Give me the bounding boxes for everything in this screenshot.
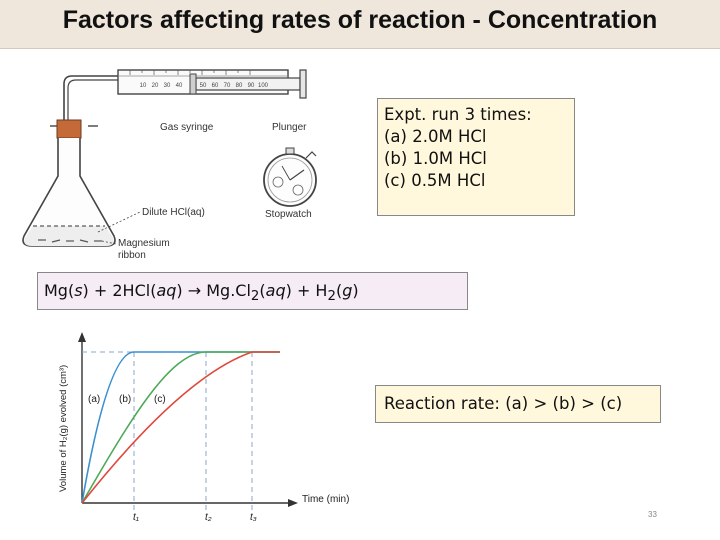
gas-syringe-label: Gas syringe [160, 122, 214, 133]
x-axis-arrowhead [288, 499, 298, 507]
experiment-info-box: Expt. run 3 times: (a) 2.0M HCl (b) 1.0M… [377, 98, 575, 216]
scale-100: 100 [258, 83, 269, 89]
scale-60: 60 [212, 83, 219, 89]
stopwatch-label: Stopwatch [265, 209, 312, 220]
scale-20: 20 [152, 83, 159, 89]
eq-state-solid: s [74, 281, 83, 300]
y-axis-label: Volume of H₂(g) evolved (cm³) [58, 365, 69, 492]
eq-part12: ) [352, 281, 359, 300]
info-line-1: Expt. run 3 times: [384, 105, 532, 124]
curve-c [81, 351, 280, 504]
curve-label-c: (c) [154, 394, 166, 405]
curve-b [81, 351, 280, 504]
delivery-tube [63, 75, 118, 122]
eq-sub2: 2 [327, 289, 336, 305]
plunger-label: Plunger [272, 122, 307, 133]
info-line-3: (b) 1.0M HCl [384, 149, 487, 168]
scale-10: 10 [140, 83, 147, 89]
slide-number: 33 [648, 510, 657, 519]
scale-70: 70 [224, 83, 231, 89]
eq-state-aq2: aq [265, 281, 286, 300]
curve-label-a: (a) [88, 394, 100, 405]
equation-box: Mg(s) + 2HCl(aq) → Mg.Cl2(aq) + H2(g) [37, 272, 468, 310]
eq-part1: Mg( [44, 281, 75, 300]
stopwatch-icon [263, 147, 317, 207]
time-label-t3: t₃ [250, 512, 257, 523]
scale-50: 50 [200, 83, 207, 89]
slide-title: Factors affecting rates of reaction - Co… [62, 6, 658, 34]
curve-a [81, 351, 280, 504]
acid-label: Dilute HCl(aq) [142, 207, 205, 218]
info-line-2: (a) 2.0M HCl [384, 127, 487, 146]
scale-30: 30 [164, 83, 171, 89]
info-line-4: (c) 0.5M HCl [384, 171, 486, 190]
eq-part10: ( [335, 281, 343, 300]
eq-part7: ( [259, 281, 266, 300]
eq-part3: ) + 2HCl( [82, 281, 157, 300]
y-axis-arrowhead [78, 332, 86, 342]
time-label-t1: t₁ [133, 512, 139, 523]
plunger-handle [299, 69, 307, 99]
curve-label-b: (b) [119, 394, 131, 405]
scale-80: 80 [236, 83, 243, 89]
scale-90: 90 [248, 83, 255, 89]
time-label-t2: t₂ [205, 512, 212, 523]
eq-sub1: 2 [250, 289, 260, 305]
title-bar: Factors affecting rates of reaction - Co… [0, 0, 720, 49]
eq-part6: Mg.Cl [201, 281, 251, 300]
acid-liquid [24, 226, 114, 246]
eq-state-aq1: aq [156, 281, 177, 300]
arrow-icon: → [187, 281, 202, 300]
eq-state-gas: g [342, 281, 353, 300]
dashed-guides [82, 351, 253, 511]
magnesium-ribbon [38, 239, 102, 243]
eq-part5: ) [176, 281, 183, 300]
delivery-tube-inner [67, 79, 118, 122]
reaction-rate-box: Reaction rate: (a) > (b) > (c) [375, 385, 661, 423]
eq-part9: ) + H [285, 281, 328, 300]
scale-40: 40 [176, 83, 183, 89]
ribbon-label-line2: ribbon [118, 250, 146, 261]
syringe-scale-ticks [129, 70, 251, 75]
x-axis-label: Time (min) [302, 494, 349, 505]
ribbon-label-line1: Magnesium [118, 238, 170, 249]
